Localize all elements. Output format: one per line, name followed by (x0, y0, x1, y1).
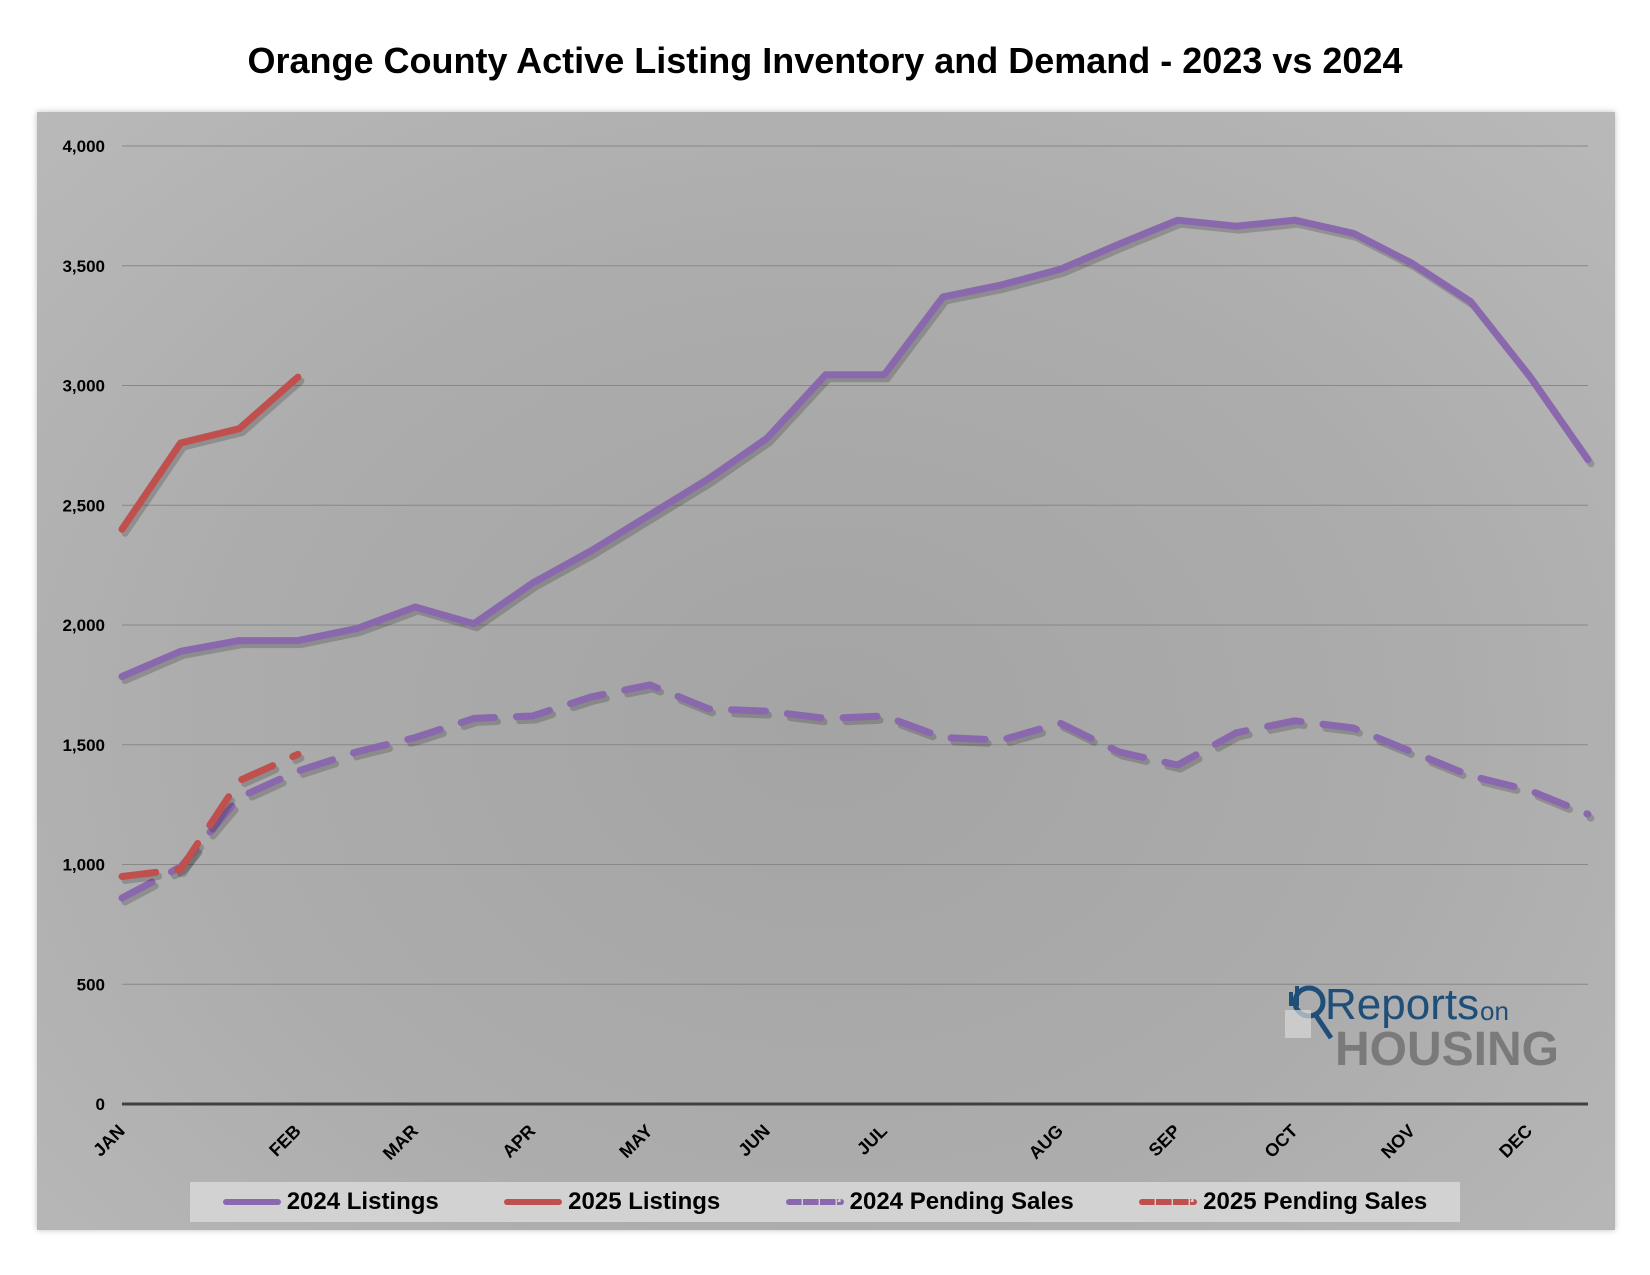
x-tick-label: NOV (1377, 1121, 1419, 1163)
legend-swatch (222, 1199, 281, 1205)
series-line-2024-pending-sales (118, 681, 1592, 902)
legend-label: 2024 Listings (286, 1188, 439, 1215)
y-tick-label: 500 (77, 975, 105, 994)
x-tick-label: DEC (1495, 1121, 1536, 1162)
x-tick-label: MAY (615, 1121, 656, 1162)
series-line-2024-listings (118, 216, 1592, 680)
chart-legend: 2024 Listings 2025 Listings 2024 Pending… (190, 1182, 1460, 1222)
x-tick-label: FEB (265, 1121, 305, 1161)
logo-text-on: on (1480, 996, 1509, 1026)
logo-text-housing: HOUSING (1335, 1023, 1560, 1076)
series-shadow (121, 754, 305, 884)
x-tick-label: MAR (379, 1121, 422, 1164)
y-tick-label: 2,500 (62, 496, 105, 515)
x-tick-label: OCT (1261, 1121, 1302, 1162)
x-tick-label: APR (498, 1121, 539, 1162)
series-line-2025-listings (118, 373, 302, 533)
x-tick-label: AUG (1025, 1121, 1067, 1163)
legend-item-2024-pending-sales: 2024 Pending Sales (785, 1188, 1074, 1216)
series-shadow (121, 377, 305, 537)
y-tick-label: 1,000 (62, 856, 105, 875)
y-tick-label: 1,500 (62, 736, 105, 755)
legend-item-2024-listings: 2024 Listings (222, 1188, 439, 1216)
legend-swatch (504, 1199, 563, 1205)
legend-swatch (785, 1199, 844, 1205)
series-shadow (121, 220, 1595, 684)
legend-swatch (1139, 1199, 1198, 1205)
legend-label: 2024 Pending Sales (849, 1188, 1074, 1215)
plot-area (37, 112, 1615, 1230)
x-tick-label: JUL (853, 1121, 891, 1159)
legend-label: 2025 Listings (568, 1188, 721, 1215)
series-shadow (121, 685, 1595, 906)
legend-item-2025-listings: 2025 Listings (504, 1188, 720, 1216)
y-tick-label: 2,000 (62, 616, 105, 635)
legend-label: 2025 Pending Sales (1203, 1188, 1428, 1215)
x-tick-label: JUN (734, 1121, 774, 1161)
logo-magnifier-icon (1285, 985, 1334, 1040)
reports-on-housing-logo: Reports on HOUSING (1285, 980, 1559, 1080)
y-tick-label: 0 (96, 1095, 105, 1114)
legend-item-2025-pending-sales: 2025 Pending Sales (1139, 1188, 1427, 1216)
y-tick-label: 4,000 (62, 137, 105, 156)
x-tick-label: JAN (89, 1121, 129, 1161)
chart-title: Orange County Active Listing Inventory a… (247, 40, 1403, 81)
y-tick-label: 3,500 (62, 257, 105, 276)
x-tick-label: SEP (1145, 1121, 1185, 1161)
y-tick-label: 3,000 (62, 377, 105, 396)
logo-text-reports: Reports (1325, 980, 1480, 1029)
series-line-2025-pending-sales (118, 750, 302, 880)
